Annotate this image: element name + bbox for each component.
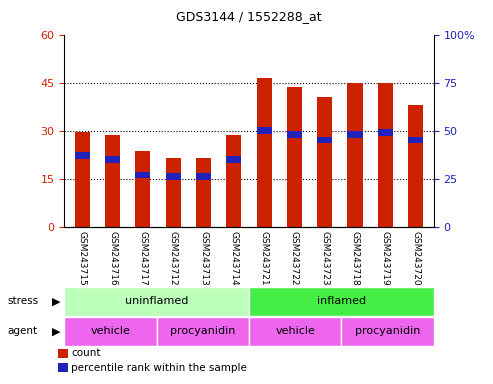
Bar (75, 152, 90, 159)
Text: ▶: ▶ (52, 296, 60, 306)
Bar (58, 349, 68, 358)
Bar (166, 174, 181, 180)
Text: ▶: ▶ (52, 326, 60, 336)
Bar (64, 287, 249, 316)
Bar (317, 97, 332, 227)
Text: procyanidin: procyanidin (355, 326, 421, 336)
Text: GSM243722: GSM243722 (290, 231, 299, 286)
Bar (317, 137, 332, 143)
Bar (249, 287, 434, 316)
Bar (105, 136, 120, 227)
Text: GSM243721: GSM243721 (260, 231, 269, 286)
Bar (58, 363, 68, 372)
Text: GSM243716: GSM243716 (108, 231, 117, 286)
Text: count: count (71, 348, 101, 358)
Bar (157, 317, 249, 346)
Text: GSM243715: GSM243715 (78, 231, 87, 286)
Bar (166, 158, 181, 227)
Bar (256, 127, 272, 134)
Text: GSM243717: GSM243717 (139, 231, 147, 286)
Bar (196, 158, 211, 227)
Text: GSM243719: GSM243719 (381, 231, 390, 286)
Bar (378, 83, 393, 227)
Text: GSM243713: GSM243713 (199, 231, 208, 286)
Bar (287, 88, 302, 227)
Bar (105, 156, 120, 162)
Text: GSM243720: GSM243720 (411, 231, 420, 286)
Bar (348, 83, 363, 227)
Bar (287, 131, 302, 137)
Text: uninflamed: uninflamed (125, 296, 188, 306)
Bar (64, 317, 157, 346)
Text: GSM243714: GSM243714 (229, 231, 238, 286)
Bar (341, 317, 434, 346)
Bar (249, 317, 341, 346)
Text: stress: stress (7, 296, 38, 306)
Bar (348, 131, 363, 137)
Bar (226, 136, 242, 227)
Text: agent: agent (7, 326, 37, 336)
Text: procyanidin: procyanidin (170, 326, 236, 336)
Bar (135, 172, 150, 178)
Text: vehicle: vehicle (275, 326, 315, 336)
Text: GSM243712: GSM243712 (169, 231, 177, 286)
Bar (226, 156, 242, 162)
Text: GSM243723: GSM243723 (320, 231, 329, 286)
Bar (408, 137, 423, 143)
Text: inflamed: inflamed (317, 296, 366, 306)
Text: percentile rank within the sample: percentile rank within the sample (71, 362, 247, 373)
Bar (408, 105, 423, 227)
Text: GDS3144 / 1552288_at: GDS3144 / 1552288_at (176, 10, 322, 23)
Bar (378, 129, 393, 136)
Bar (135, 151, 150, 227)
Text: GSM243718: GSM243718 (351, 231, 359, 286)
Text: vehicle: vehicle (90, 326, 130, 336)
Bar (196, 174, 211, 180)
Bar (256, 78, 272, 227)
Bar (75, 132, 90, 227)
